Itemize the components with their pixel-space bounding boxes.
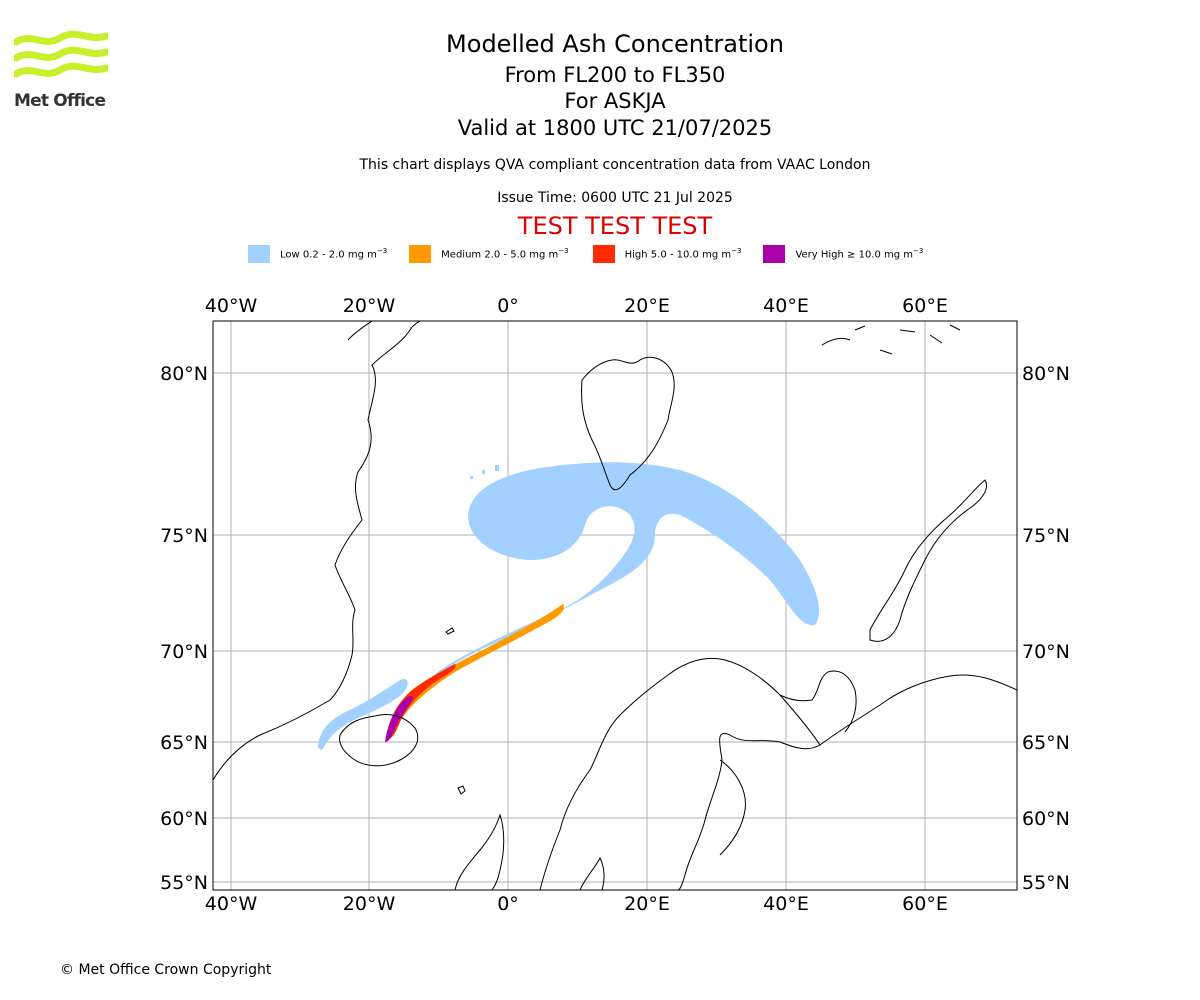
issue-time: Issue Time: 0600 UTC 21 Jul 2025 <box>497 190 733 206</box>
coast-britain <box>454 813 505 890</box>
lat-label-right: 60°N <box>1022 808 1070 830</box>
coast-faroe <box>457 785 466 795</box>
lat-label-left: 75°N <box>160 525 208 547</box>
met-office-wave-icon <box>14 30 108 78</box>
coast-iceland <box>339 714 419 767</box>
lon-label-top: 40°E <box>763 295 809 317</box>
lon-label-bottom: 0° <box>497 893 519 915</box>
legend-swatch-very-high <box>763 245 786 263</box>
coast-kola-white-sea <box>779 670 857 733</box>
valid-time-subtitle: Valid at 1800 UTC 21/07/2025 <box>457 116 773 140</box>
legend-swatch-low <box>248 245 270 263</box>
legend-item-high: High 5.0 - 10.0 mg m−3 <box>592 245 742 263</box>
legend-item-low: Low 0.2 - 2.0 mg m−3 <box>248 245 387 263</box>
flight-level-subtitle: From FL200 to FL350 <box>504 63 726 87</box>
coast-greenland <box>213 321 421 781</box>
lat-label-left: 55°N <box>160 872 208 894</box>
legend-swatch-medium <box>409 245 432 263</box>
legend-label-very-high: Very High ≥ 10.0 mg m−3 <box>795 247 924 261</box>
legend-swatch-high <box>592 245 615 263</box>
legend-item-very-high: Very High ≥ 10.0 mg m−3 <box>763 245 923 263</box>
lat-label-right: 75°N <box>1022 525 1070 547</box>
coast-svalbard <box>581 356 675 491</box>
lat-label-right: 65°N <box>1022 732 1070 754</box>
ash-low-plume <box>388 462 820 738</box>
coast-jan-mayen <box>445 627 455 635</box>
ash-low-dots <box>470 465 499 479</box>
ash-very-high-plume <box>385 695 413 742</box>
ash-low-west-tail <box>318 679 408 750</box>
map-frame <box>212 320 1018 891</box>
legend: Low 0.2 - 2.0 mg m−3 Medium 2.0 - 5.0 mg… <box>248 244 923 264</box>
ash-low <box>318 462 820 750</box>
lon-label-top: 60°E <box>902 295 948 317</box>
volcano-subtitle: For ASKJA <box>564 89 666 113</box>
lat-label-left: 80°N <box>160 363 208 385</box>
chart-title: Modelled Ash Concentration <box>446 30 784 58</box>
lon-label-top: 20°W <box>343 295 396 317</box>
lon-ticks-bottom: 40°W 20°W 0° 20°E 40°E 60°E <box>205 893 948 915</box>
coast-scandinavia <box>539 657 821 890</box>
lat-ticks-left: 80°N 75°N 70°N 65°N 60°N 55°N <box>160 363 208 894</box>
lon-ticks-top: 40°W 20°W 0° 20°E 40°E 60°E <box>205 295 948 317</box>
coast-franz-josef <box>821 324 961 355</box>
coast-greenland-north <box>347 321 373 341</box>
legend-item-medium: Medium 2.0 - 5.0 mg m−3 <box>409 245 569 263</box>
map-frame-background <box>213 321 1017 890</box>
lat-ticks-right: 80°N 75°N 70°N 65°N 60°N 55°N <box>1022 363 1070 894</box>
lat-label-left: 70°N <box>160 641 208 663</box>
coastlines <box>213 321 1017 890</box>
lat-label-left: 65°N <box>160 732 208 754</box>
legend-label-high: High 5.0 - 10.0 mg m−3 <box>624 247 742 261</box>
coast-denmark <box>579 856 605 890</box>
lon-label-bottom: 20°E <box>624 893 670 915</box>
lat-label-left: 60°N <box>160 808 208 830</box>
coast-novaya-zemlya <box>869 479 987 642</box>
ash-medium-plume <box>388 604 564 738</box>
lon-label-bottom: 60°E <box>902 893 948 915</box>
lon-label-top: 40°W <box>205 295 258 317</box>
met-office-logo <box>14 30 108 78</box>
lon-label-bottom: 40°W <box>205 893 258 915</box>
lat-label-right: 70°N <box>1022 641 1070 663</box>
lat-label-right: 55°N <box>1022 872 1070 894</box>
lat-label-right: 80°N <box>1022 363 1070 385</box>
legend-label-low: Low 0.2 - 2.0 mg m−3 <box>280 247 388 261</box>
copyright-notice: © Met Office Crown Copyright <box>60 962 272 978</box>
logo-text: Met Office <box>14 91 106 111</box>
lon-label-top: 0° <box>497 295 519 317</box>
test-banner: TEST TEST TEST <box>517 212 713 240</box>
lon-label-bottom: 40°E <box>763 893 809 915</box>
lon-label-bottom: 20°W <box>343 893 396 915</box>
lon-label-top: 20°E <box>624 295 670 317</box>
legend-label-medium: Medium 2.0 - 5.0 mg m−3 <box>441 247 569 261</box>
compliance-note: This chart displays QVA compliant concen… <box>359 157 871 173</box>
